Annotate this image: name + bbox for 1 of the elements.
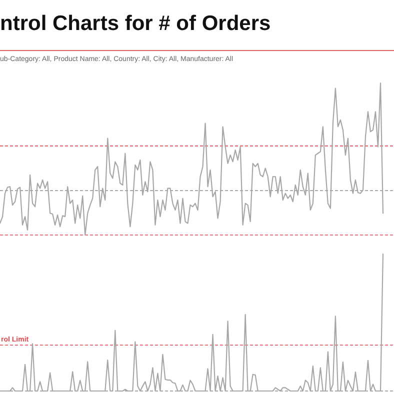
chart-title: ntrol Charts for # of Orders xyxy=(0,12,271,36)
